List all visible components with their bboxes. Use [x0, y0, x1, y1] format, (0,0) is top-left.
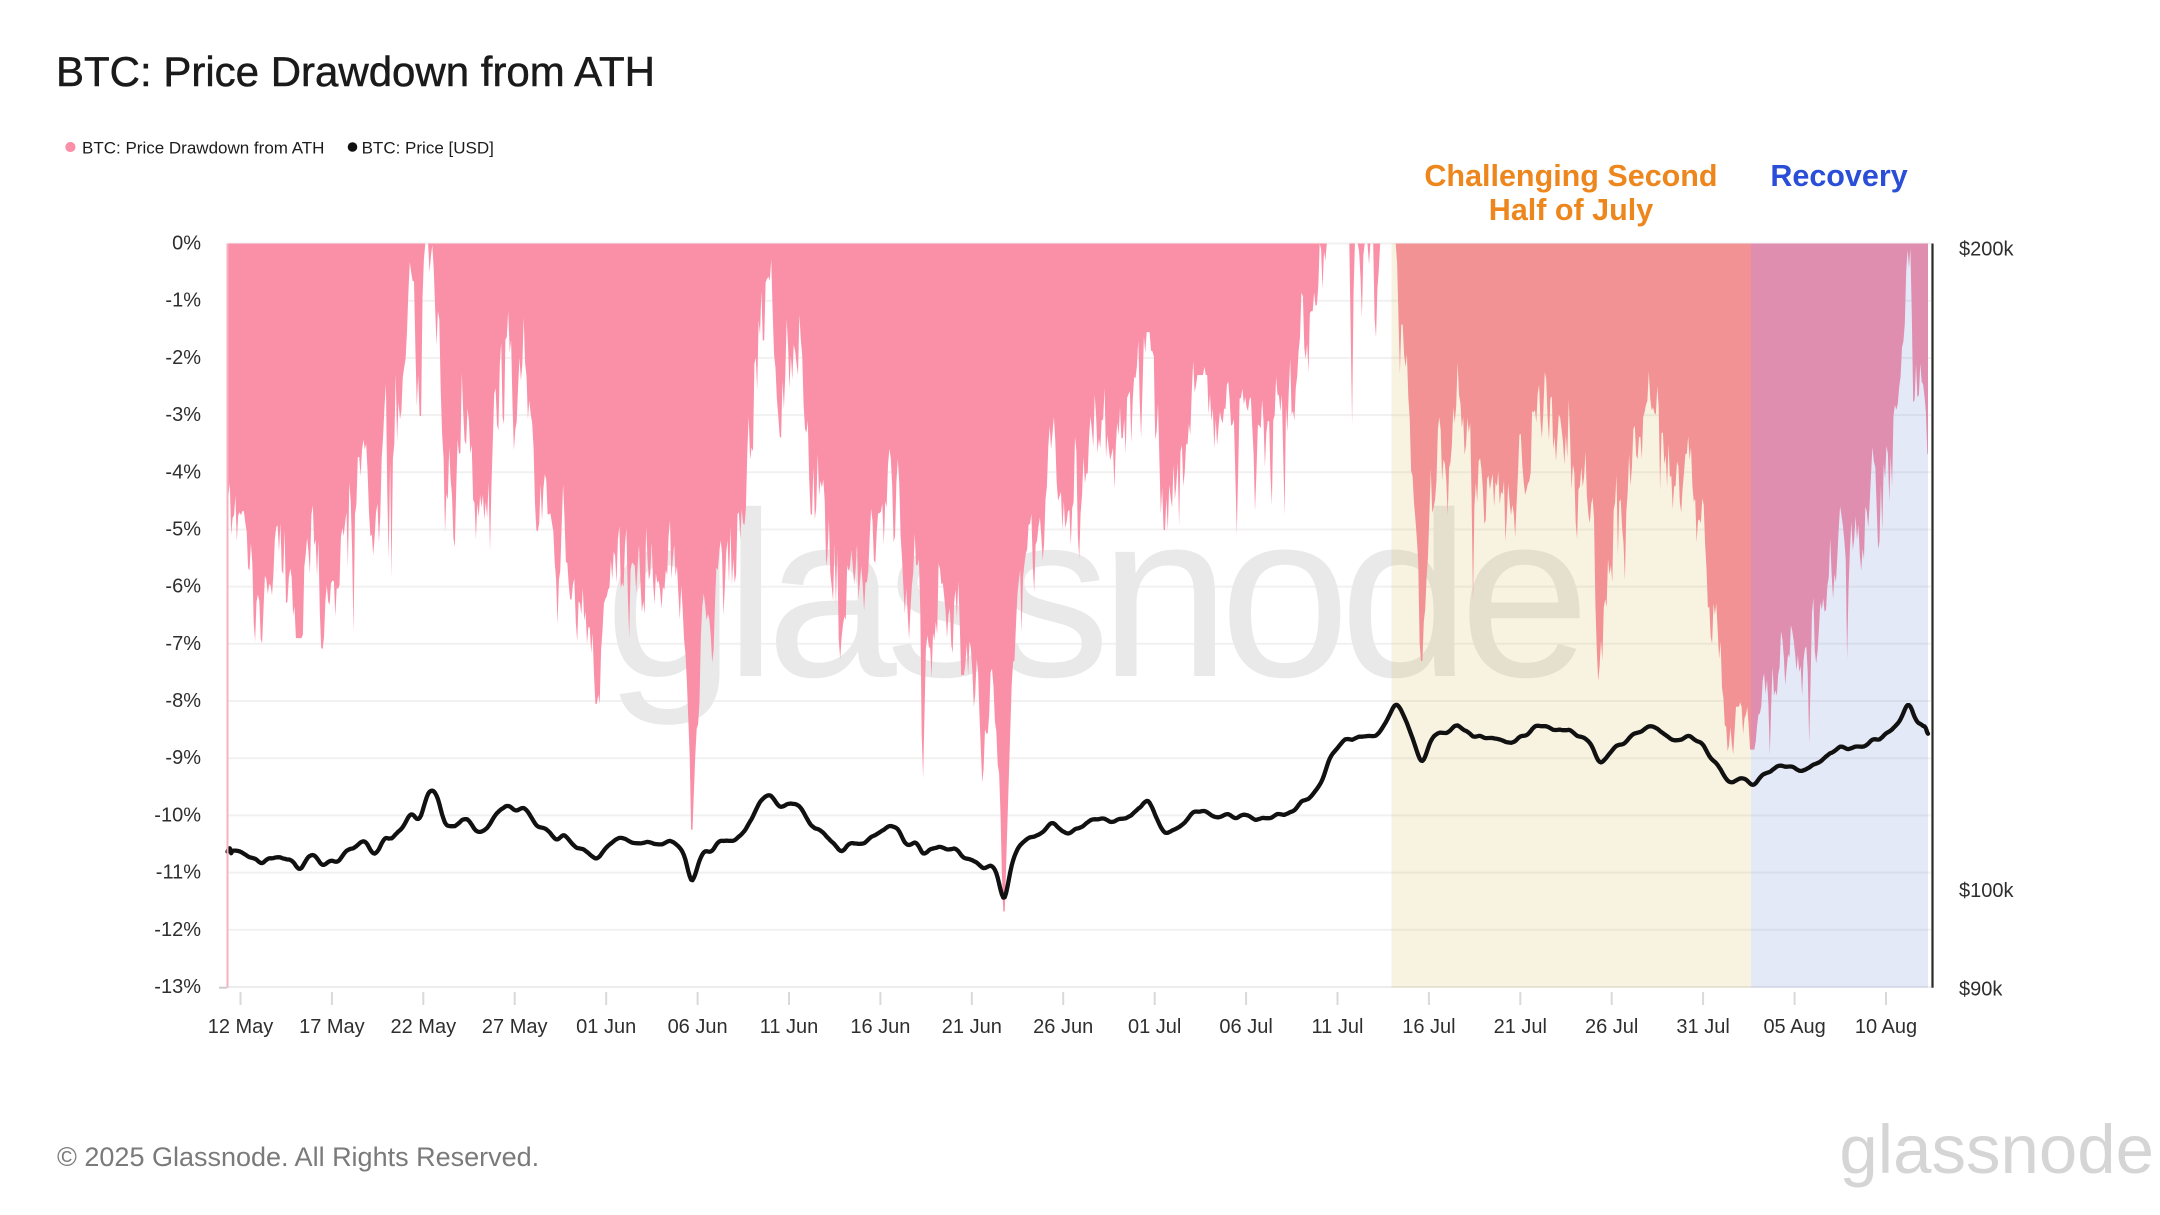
svg-text:-6%: -6% — [165, 576, 201, 598]
svg-text:11 Jun: 11 Jun — [760, 1016, 819, 1038]
svg-text:glassnode: glassnode — [1839, 1111, 2154, 1188]
svg-text:© 2025 Glassnode. All Rights R: © 2025 Glassnode. All Rights Reserved. — [57, 1142, 539, 1172]
svg-text:Half of July: Half of July — [1489, 193, 1653, 227]
svg-text:-4%: -4% — [165, 461, 201, 483]
svg-text:26 Jun: 26 Jun — [1033, 1016, 1093, 1038]
svg-text:-1%: -1% — [165, 290, 201, 312]
svg-text:-3%: -3% — [165, 404, 201, 426]
svg-text:-5%: -5% — [165, 519, 201, 541]
svg-text:-2%: -2% — [165, 347, 201, 369]
svg-text:BTC: Price Drawdown from ATH: BTC: Price Drawdown from ATH — [82, 138, 324, 157]
svg-text:Recovery: Recovery — [1770, 159, 1907, 193]
svg-text:12 May: 12 May — [208, 1016, 274, 1038]
svg-text:17 May: 17 May — [299, 1016, 365, 1038]
svg-text:22 May: 22 May — [391, 1016, 457, 1038]
svg-text:26 Jul: 26 Jul — [1585, 1016, 1638, 1038]
svg-text:27 May: 27 May — [482, 1016, 548, 1038]
svg-text:31 Jul: 31 Jul — [1676, 1016, 1729, 1038]
svg-text:-13%: -13% — [154, 976, 201, 998]
svg-text:-7%: -7% — [165, 633, 201, 655]
svg-text:-10%: -10% — [154, 804, 201, 826]
svg-text:-8%: -8% — [165, 690, 201, 712]
svg-text:-9%: -9% — [165, 747, 201, 769]
svg-text:0%: 0% — [172, 233, 201, 255]
svg-text:10 Aug: 10 Aug — [1855, 1016, 1917, 1038]
svg-text:21 Jun: 21 Jun — [942, 1016, 1002, 1038]
svg-text:$100k: $100k — [1959, 880, 2014, 902]
svg-text:16 Jun: 16 Jun — [850, 1016, 910, 1038]
svg-text:-12%: -12% — [154, 919, 201, 941]
svg-text:01 Jun: 01 Jun — [576, 1016, 636, 1038]
svg-text:01 Jul: 01 Jul — [1128, 1016, 1181, 1038]
svg-text:$200k: $200k — [1959, 239, 2014, 261]
svg-text:BTC: Price Drawdown from ATH: BTC: Price Drawdown from ATH — [56, 48, 655, 95]
svg-text:Challenging Second: Challenging Second — [1424, 159, 1717, 193]
svg-text:-11%: -11% — [156, 862, 201, 884]
svg-text:BTC: Price [USD]: BTC: Price [USD] — [362, 138, 494, 157]
svg-text:$90k: $90k — [1959, 979, 2003, 1001]
svg-text:21 Jul: 21 Jul — [1494, 1016, 1547, 1038]
svg-text:05 Aug: 05 Aug — [1763, 1016, 1825, 1038]
svg-text:11 Jul: 11 Jul — [1312, 1016, 1364, 1038]
svg-text:06 Jun: 06 Jun — [668, 1016, 728, 1038]
svg-text:06 Jul: 06 Jul — [1219, 1016, 1272, 1038]
svg-text:16 Jul: 16 Jul — [1402, 1016, 1455, 1038]
